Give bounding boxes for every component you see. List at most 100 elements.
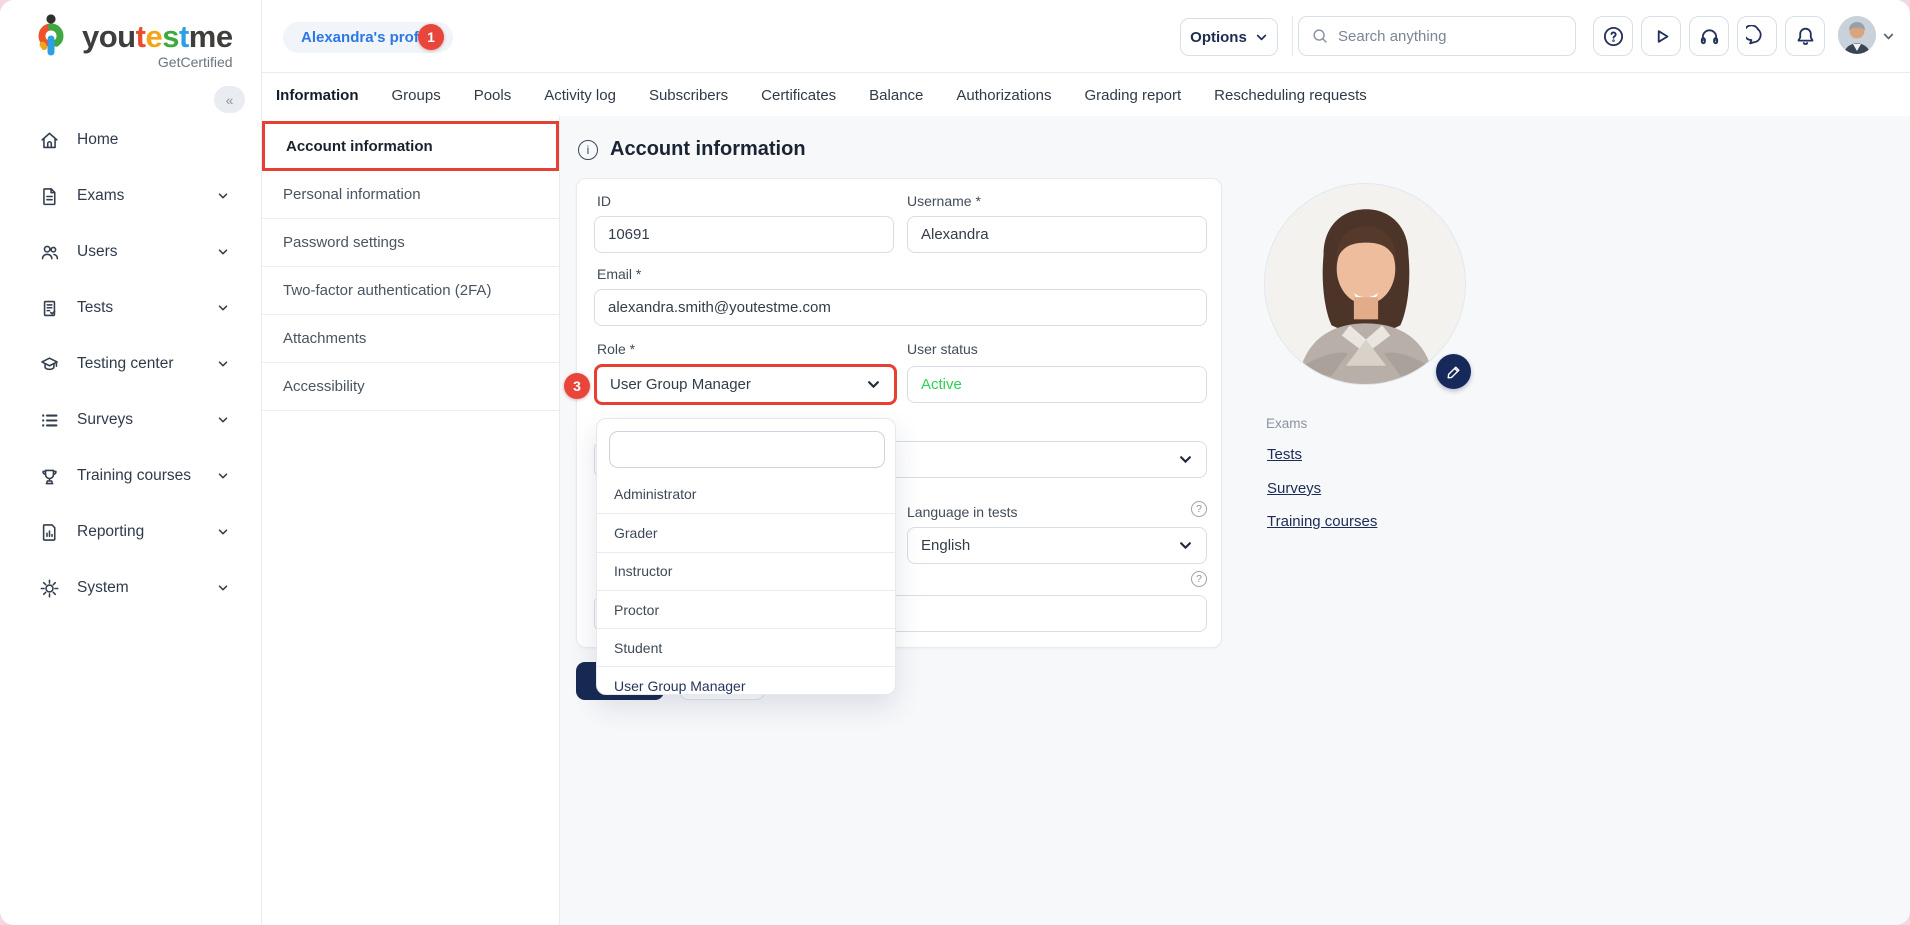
username-field[interactable] — [907, 216, 1207, 253]
tab-groups[interactable]: Groups — [391, 86, 441, 104]
surveys-link[interactable]: Surveys — [1267, 480, 1322, 497]
role-option-user-group-manager[interactable]: User Group Manager — [597, 666, 895, 704]
chevron-down-icon — [218, 305, 228, 311]
user-status-value: Active — [921, 376, 962, 393]
headphones-icon — [1700, 28, 1718, 44]
sidebar-item-system[interactable]: System — [0, 560, 261, 616]
subnav-item-two-factor-authentication[interactable]: Two-factor authentication (2FA) — [262, 267, 559, 315]
sidebar-item-exams[interactable]: Exams — [0, 168, 261, 224]
question-circle-icon — [1603, 26, 1623, 46]
chevron-down-icon — [1180, 542, 1191, 550]
support-button[interactable] — [1689, 16, 1729, 56]
role-select[interactable]: User Group Manager — [594, 364, 897, 405]
profile-tabs: Information Groups Pools Activity log Su… — [262, 74, 1910, 116]
global-search[interactable] — [1298, 16, 1576, 56]
chevron-down-icon — [218, 193, 228, 199]
sidebar-item-tests[interactable]: Tests — [0, 280, 261, 336]
help-tooltip-icon[interactable]: ? — [1191, 571, 1207, 587]
tests-link[interactable]: Tests — [1267, 446, 1303, 463]
tutorial-video-button[interactable] — [1641, 16, 1681, 56]
role-option-proctor[interactable]: Proctor — [597, 589, 895, 628]
sidebar-item-users[interactable]: Users — [0, 224, 261, 280]
tab-information[interactable]: Information — [276, 86, 359, 104]
subnav-item-accessibility[interactable]: Accessibility — [262, 363, 559, 411]
account-information-card: ID Username * Email * Role * User Group … — [564, 178, 1222, 648]
edit-photo-button[interactable] — [1436, 354, 1471, 389]
sidebar-item-label: Surveys — [77, 411, 133, 428]
notifications-button[interactable] — [1785, 16, 1825, 56]
role-option-instructor[interactable]: Instructor — [597, 551, 895, 590]
tests-icon — [43, 300, 56, 316]
role-label: Role * — [597, 341, 636, 357]
brand-tagline: GetCertified — [157, 54, 233, 70]
messages-button[interactable] — [1737, 16, 1777, 56]
help-tooltip-icon[interactable]: ? — [1191, 501, 1207, 517]
tab-subscribers[interactable]: Subscribers — [648, 86, 729, 104]
chevron-down-icon — [218, 585, 228, 591]
sidebar-collapse-button[interactable]: « — [214, 86, 245, 113]
language-in-tests-select[interactable]: English — [907, 527, 1207, 564]
tab-activity-log[interactable]: Activity log — [544, 86, 616, 104]
tab-pools[interactable]: Pools — [473, 86, 512, 104]
chevron-down-icon — [868, 381, 879, 389]
chevron-down-icon — [218, 417, 228, 423]
tab-balance[interactable]: Balance — [869, 86, 924, 104]
chevron-down-icon — [218, 361, 228, 367]
subnav-item-password-settings[interactable]: Password settings — [262, 219, 559, 267]
subnav-item-personal-information[interactable]: Personal information — [262, 171, 559, 219]
information-subnav: Account information 2 Personal informati… — [233, 116, 560, 925]
id-field[interactable] — [594, 216, 894, 253]
tab-certificates[interactable]: Certificates — [761, 86, 837, 104]
user-status-label: User status — [907, 341, 978, 357]
sidebar-item-training-courses[interactable]: Training courses — [0, 448, 261, 504]
tab-rescheduling-requests[interactable]: Rescheduling requests — [1214, 86, 1367, 104]
chevron-down-icon — [1180, 456, 1191, 464]
exams-icon — [43, 187, 56, 205]
sidebar-item-surveys[interactable]: Surveys — [0, 392, 261, 448]
topbar-divider — [1292, 16, 1293, 56]
chevron-down-icon — [1256, 34, 1266, 40]
language-in-tests-label: Language in tests — [907, 504, 1018, 520]
sidebar-item-home[interactable]: Home — [0, 112, 261, 168]
role-option-grader[interactable]: Grader — [597, 513, 895, 551]
sidebar-nav: Home Exams Users Tests Testing center — [0, 112, 261, 616]
sidebar-item-testing-center[interactable]: Testing center — [0, 336, 261, 392]
user-avatar[interactable] — [1838, 16, 1876, 54]
chevron-down-icon — [218, 249, 228, 255]
role-dropdown-search-input[interactable] — [609, 431, 885, 468]
brand-logo[interactable]: youtestme GetCertified — [30, 12, 233, 70]
sidebar: youtestme GetCertified « Home Exams User… — [0, 0, 262, 925]
role-dropdown-panel: Administrator Grader Instructor Proctor … — [596, 418, 896, 695]
role-option-student[interactable]: Student — [597, 628, 895, 666]
avatar-man-image — [1838, 16, 1876, 54]
search-input[interactable] — [1338, 27, 1538, 45]
help-button[interactable] — [1593, 16, 1633, 56]
id-label: ID — [597, 193, 611, 209]
main-content: i Account information ID Username * Emai… — [560, 116, 1910, 925]
list-icon — [42, 414, 58, 426]
report-chart-icon — [42, 523, 56, 541]
tab-authorizations[interactable]: Authorizations — [956, 86, 1052, 104]
sidebar-item-label: Users — [77, 243, 118, 260]
role-option-administrator[interactable]: Administrator — [614, 486, 697, 503]
subnav-item-attachments[interactable]: Attachments — [262, 315, 559, 363]
page-title: Account information — [610, 138, 806, 160]
profile-photo-image — [1265, 184, 1465, 384]
email-label: Email * — [597, 266, 642, 282]
brand-mark-icon — [38, 14, 64, 56]
annotation-badge-3: 3 — [564, 373, 590, 399]
subnav-item-account-information[interactable]: Account information — [262, 121, 559, 171]
tab-grading-report[interactable]: Grading report — [1084, 86, 1182, 104]
bell-icon — [1797, 27, 1813, 45]
sidebar-item-label: Training courses — [77, 467, 192, 484]
training-courses-link[interactable]: Training courses — [1267, 513, 1378, 530]
sidebar-item-reporting[interactable]: Reporting — [0, 504, 261, 560]
options-button[interactable]: Options — [1180, 18, 1278, 56]
sidebar-item-label: Home — [77, 131, 119, 148]
brand-wordmark: youtestme — [82, 19, 233, 54]
options-button-label: Options — [1190, 28, 1247, 46]
role-value: User Group Manager — [610, 376, 751, 393]
email-field[interactable] — [594, 289, 1207, 326]
chevron-down-icon[interactable] — [1882, 30, 1895, 43]
